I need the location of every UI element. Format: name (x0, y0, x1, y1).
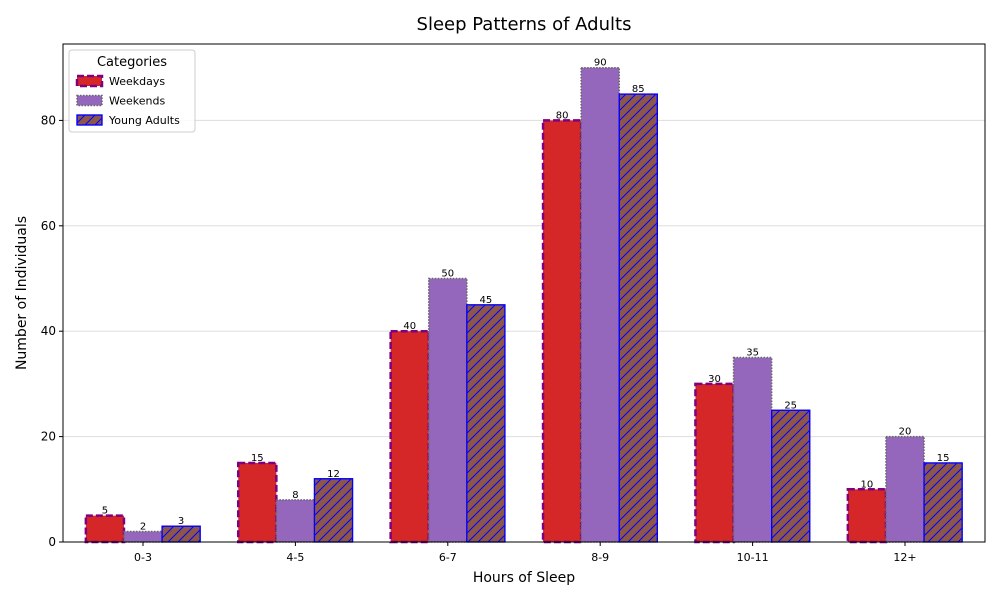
legend-label: Young Adults (108, 114, 180, 127)
x-tick-label: 0-3 (134, 551, 152, 564)
y-tick-label: 60 (41, 219, 56, 233)
legend-label: Weekends (109, 95, 165, 108)
data-label: 80 (556, 110, 569, 121)
y-tick-label: 0 (48, 535, 56, 549)
x-axis: 0-3 4-5 6-7 8-9 10-11 12+ (134, 542, 917, 564)
legend-label: Weekdays (109, 75, 165, 88)
bar (580, 66, 620, 543)
x-tick-label: 8-9 (591, 551, 609, 564)
bar (694, 382, 735, 544)
y-tick-label: 20 (41, 430, 56, 444)
bar-hatch (618, 93, 658, 543)
legend-swatch (75, 74, 104, 88)
bar (732, 356, 773, 543)
data-label: 2 (140, 521, 146, 532)
bar-hatch (923, 462, 963, 543)
bar (428, 277, 468, 543)
x-tick-label: 4-5 (286, 551, 304, 564)
chart-title: Sleep Patterns of Adults (417, 14, 632, 35)
data-label: 35 (746, 348, 759, 359)
data-label: 12 (327, 469, 340, 480)
bar (389, 329, 431, 544)
legend: Categories Weekdays Weekends Young Adults (68, 49, 196, 133)
bar (846, 488, 888, 544)
bar-hatch (466, 304, 506, 543)
data-label: 15 (251, 453, 264, 464)
x-tick-label: 12+ (893, 551, 916, 564)
bar-hatch (313, 478, 354, 543)
bar (237, 461, 278, 544)
data-label: 50 (441, 269, 454, 280)
data-label: 90 (594, 58, 607, 69)
y-tick-label: 40 (41, 324, 56, 338)
data-labels-layer: 5 15 40 80 30 10 2 8 50 90 35 20 3 12 45 85 25 15 (102, 58, 950, 533)
data-label: 20 (899, 427, 912, 438)
bar (84, 514, 126, 544)
data-label: 85 (632, 84, 645, 95)
grid-layer (63, 119, 985, 438)
plot-frame (62, 43, 986, 543)
bar (541, 119, 583, 544)
y-tick-label: 80 (41, 113, 56, 127)
data-label: 40 (403, 321, 416, 332)
data-label: 15 (937, 453, 950, 464)
bar (123, 530, 163, 543)
bar-hatch (161, 525, 201, 543)
legend-swatch-hatch (76, 114, 103, 126)
data-label: 10 (861, 479, 874, 490)
bar (275, 499, 316, 543)
y-axis-label: Number of Individuals (14, 216, 30, 370)
data-label: 45 (480, 295, 493, 306)
bar-hatch (771, 409, 811, 543)
data-label: 30 (708, 374, 721, 385)
legend-box (68, 49, 196, 133)
x-axis-label: Hours of Sleep (473, 570, 575, 586)
legend-swatch (76, 94, 103, 107)
bars-layer (84, 66, 963, 544)
data-label: 25 (784, 400, 797, 411)
x-tick-label: 10-11 (737, 551, 769, 564)
legend-title: Categories (97, 55, 167, 70)
data-label: 5 (102, 506, 108, 517)
x-tick-label: 6-7 (439, 551, 457, 564)
data-label: 3 (178, 516, 184, 527)
y-axis: 0 20 40 60 80 (41, 113, 63, 549)
bar (885, 435, 925, 543)
data-label: 8 (292, 490, 298, 501)
